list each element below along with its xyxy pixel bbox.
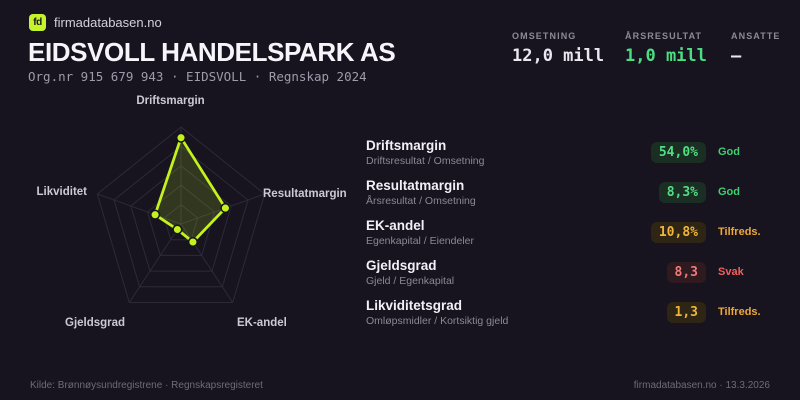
radar-axis-likviditet: Likviditet xyxy=(36,186,87,198)
metric-status: Tilfreds. xyxy=(718,306,761,318)
metric-formula: Omløpsmidler / Kortsiktig gjeld xyxy=(366,314,509,327)
metric-row-driftsmargin: Driftsmargin Driftsresultat / Omsetning … xyxy=(366,132,776,172)
metric-formula: Gjeld / Egenkapital xyxy=(366,274,455,287)
brand[interactable]: fd firmadatabasen.no xyxy=(29,14,162,31)
radar-chart xyxy=(96,126,266,303)
metric-formula: Årsresultat / Omsetning xyxy=(366,194,476,207)
metric-value-badge: 8,3% xyxy=(658,181,706,203)
metric-text: Resultatmargin Årsresultat / Omsetning xyxy=(366,178,642,207)
stat-omsetning: OMSETNING 12,0 mill xyxy=(512,31,604,66)
metric-text: Driftsmargin Driftsresultat / Omsetning xyxy=(366,138,642,167)
metric-name: Resultatmargin xyxy=(366,177,465,193)
metric-text: Gjeldsgrad Gjeld / Egenkapital xyxy=(366,258,642,287)
metric-value-badge: 10,8% xyxy=(650,221,706,243)
badge-col: 54,0% xyxy=(642,141,706,163)
metric-formula: Egenkapital / Eiendeler xyxy=(366,234,474,247)
metric-value-badge: 54,0% xyxy=(650,141,706,163)
badge-col: 8,3% xyxy=(642,181,706,203)
stat-value: – xyxy=(731,46,742,66)
metric-text: Likviditetsgrad Omløpsmidler / Kortsikti… xyxy=(366,298,642,327)
metric-name: Gjeldsgrad xyxy=(366,257,437,273)
page-title: EIDSVOLL HANDELSPARK AS xyxy=(28,37,396,67)
firmadatabasen-logo-icon: fd xyxy=(29,14,46,31)
metric-value-badge: 1,3 xyxy=(666,301,706,323)
metrics-list: Driftsmargin Driftsresultat / Omsetning … xyxy=(366,132,776,332)
footer: Kilde: Brønnøysundregistrene · Regnskaps… xyxy=(30,380,770,391)
metric-row-resultatmargin: Resultatmargin Årsresultat / Omsetning 8… xyxy=(366,172,776,212)
radar-axis-ek-andel: EK-andel xyxy=(237,317,287,329)
site-name: firmadatabasen.no xyxy=(54,15,162,30)
page-subtitle: Org.nr 915 679 943 · EIDSVOLL · Regnskap… xyxy=(28,69,367,84)
stat-value: 1,0 mill xyxy=(625,46,707,66)
badge-col: 8,3 xyxy=(642,261,706,283)
stat-label: OMSETNING xyxy=(512,31,577,41)
radar-axis-gjeldsgrad: Gjeldsgrad xyxy=(65,317,126,329)
metric-status: God xyxy=(718,146,740,158)
metric-status: Tilfreds. xyxy=(718,226,761,238)
badge-col: 1,3 xyxy=(642,301,706,323)
metric-text: EK-andel Egenkapital / Eiendeler xyxy=(366,218,642,247)
metric-name: EK-andel xyxy=(366,217,425,233)
metric-name: Driftsmargin xyxy=(366,137,447,153)
metric-row-ek-andel: EK-andel Egenkapital / Eiendeler 10,8% T… xyxy=(366,212,776,252)
stat-ansatte: ANSATTE – xyxy=(731,31,781,66)
footer-source: Kilde: Brønnøysundregistrene · Regnskaps… xyxy=(30,380,263,391)
metric-status: God xyxy=(718,186,740,198)
stat-value: 12,0 mill xyxy=(512,46,605,66)
metric-status: Svak xyxy=(718,266,744,278)
stat-label: ANSATTE xyxy=(731,31,781,41)
stat-arsresultat: ÅRSRESULTAT 1,0 mill xyxy=(625,31,707,66)
metric-value-badge: 8,3 xyxy=(666,261,706,283)
stat-label: ÅRSRESULTAT xyxy=(625,31,703,41)
metric-formula: Driftsresultat / Omsetning xyxy=(366,154,485,167)
radar-axis-resultatmargin: Resultatmargin xyxy=(263,188,347,200)
metric-row-gjeldsgrad: Gjeldsgrad Gjeld / Egenkapital 8,3 Svak xyxy=(366,252,776,292)
radar-chart-area: Driftsmargin Resultatmargin EK-andel Gje… xyxy=(0,88,360,348)
radar-axis-driftsmargin: Driftsmargin xyxy=(136,95,205,107)
metric-name: Likviditetsgrad xyxy=(366,297,463,313)
footer-site-date[interactable]: firmadatabasen.no · 13.3.2026 xyxy=(633,380,770,391)
badge-col: 10,8% xyxy=(642,221,706,243)
metric-row-likviditetsgrad: Likviditetsgrad Omløpsmidler / Kortsikti… xyxy=(366,292,776,332)
